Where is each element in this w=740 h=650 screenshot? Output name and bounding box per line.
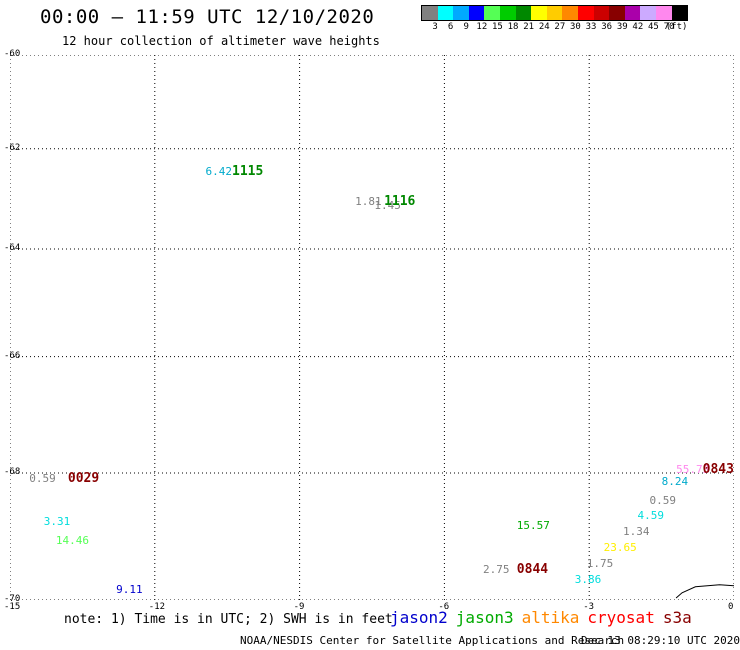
legend-swatch xyxy=(484,6,500,20)
legend-swatch xyxy=(422,6,438,20)
lon-tick-label: 0 xyxy=(728,602,734,612)
map-grid xyxy=(9,54,735,601)
satellite-name: jason3 xyxy=(455,608,514,627)
lat-tick-label: -66 xyxy=(4,350,21,361)
legend-swatch xyxy=(671,6,688,20)
map-subtitle: 12 hour collection of altimeter wave hei… xyxy=(62,34,380,48)
legend-label: 9 xyxy=(463,22,469,32)
wave-height-value: 55.73 xyxy=(676,463,710,476)
satellite-name: cryosat xyxy=(587,608,655,627)
lon-tick-label: -12 xyxy=(148,602,166,612)
legend-swatch xyxy=(562,6,578,20)
footer-note: note: 1) Time is in UTC; 2) SWH is in fe… xyxy=(64,612,393,627)
legend-swatch xyxy=(437,6,454,20)
wave-height-value: 23.65 xyxy=(603,540,637,554)
wave-height-value: 3.31 xyxy=(43,515,71,529)
legend-label: 30 xyxy=(570,22,581,32)
pass-time-label: 1116 xyxy=(384,194,416,210)
wave-height-value: 1.34 xyxy=(622,524,650,538)
legend-swatch xyxy=(531,6,547,20)
legend-swatch xyxy=(609,6,625,20)
wave-height-value: 4.59 xyxy=(637,509,664,523)
legend-swatch xyxy=(640,6,656,20)
satellite-legend: jason2 jason3 altika cryosat s3a xyxy=(390,608,700,627)
legend-swatch xyxy=(515,6,532,20)
legend-label: (ft) xyxy=(665,22,688,32)
lat-tick-label: -64 xyxy=(4,242,21,253)
wave-height-value: 15.57 xyxy=(516,518,550,532)
legend-label: 12 xyxy=(476,22,488,32)
legend-label: 39 xyxy=(616,22,628,32)
legend-swatch xyxy=(468,6,485,20)
pass-time-label: 0843 xyxy=(702,462,734,477)
wave-height-value: 0.59 xyxy=(649,493,677,507)
legend-label: 6 xyxy=(447,22,454,32)
satellite-name: jason2 xyxy=(390,608,448,627)
lat-tick-label: -68 xyxy=(4,467,21,478)
legend-label: 24 xyxy=(538,22,550,32)
legend-swatch xyxy=(593,6,610,20)
coastline xyxy=(675,584,735,599)
satellite-name: s3a xyxy=(662,608,692,627)
legend-label: 27 xyxy=(554,22,566,32)
legend-label: 45 xyxy=(648,22,659,32)
legend-label: 3 xyxy=(432,22,438,32)
generated-time: Dec 13 08:29:10 UTC 2020 xyxy=(581,634,740,647)
legend-swatch xyxy=(624,6,641,20)
wave-height-value: 1.81 xyxy=(355,195,382,209)
map-title: 00:00 – 11:59 UTC 12/10/2020 xyxy=(40,6,375,28)
pass-time-label: 1115 xyxy=(232,163,264,179)
wave-height-value: 6.42 xyxy=(205,164,232,178)
wave-height-value: 0.59 xyxy=(29,472,56,486)
lon-tick-label: -9 xyxy=(293,602,305,612)
lon-tick-label: -3 xyxy=(583,602,595,612)
wave-height-value: 9.11 xyxy=(116,583,143,597)
legend-swatch xyxy=(546,6,563,20)
lat-tick-label: -70 xyxy=(4,594,21,604)
legend-swatch xyxy=(499,6,516,20)
wave-height-value: 1.75 xyxy=(586,556,614,570)
pass-time-label: 0844 xyxy=(516,562,549,578)
altimeter-map xyxy=(9,54,735,601)
legend-swatch xyxy=(655,6,672,20)
lat-tick-label: -60 xyxy=(4,49,21,59)
legend-label: 21 xyxy=(523,22,535,32)
legend-label: 15 xyxy=(492,22,503,32)
credit-text: NOAA/NESDIS Center for Satellite Applica… xyxy=(240,634,625,647)
lon-tick-label: -6 xyxy=(438,602,450,612)
pass-time-label: 0029 xyxy=(67,471,100,487)
wave-height-value: 3.86 xyxy=(574,573,602,587)
legend-swatch xyxy=(453,6,469,20)
wave-height-value: 1.45 xyxy=(374,198,401,212)
legend-swatch xyxy=(577,6,594,20)
legend-label: 70 xyxy=(663,22,675,32)
satellite-name: altika xyxy=(521,608,580,627)
lat-tick-label: -62 xyxy=(4,142,21,153)
legend-label: 33 xyxy=(585,22,597,32)
legend-label: 18 xyxy=(507,22,519,32)
lon-tick-label: -15 xyxy=(4,602,21,612)
wave-height-color-legend xyxy=(421,5,689,21)
legend-label: 36 xyxy=(601,22,613,32)
wave-height-value: 8.24 xyxy=(661,475,689,489)
wave-height-value: 2.75 xyxy=(483,563,510,577)
legend-label: 42 xyxy=(632,22,644,32)
wave-height-value: 14.46 xyxy=(55,534,89,548)
